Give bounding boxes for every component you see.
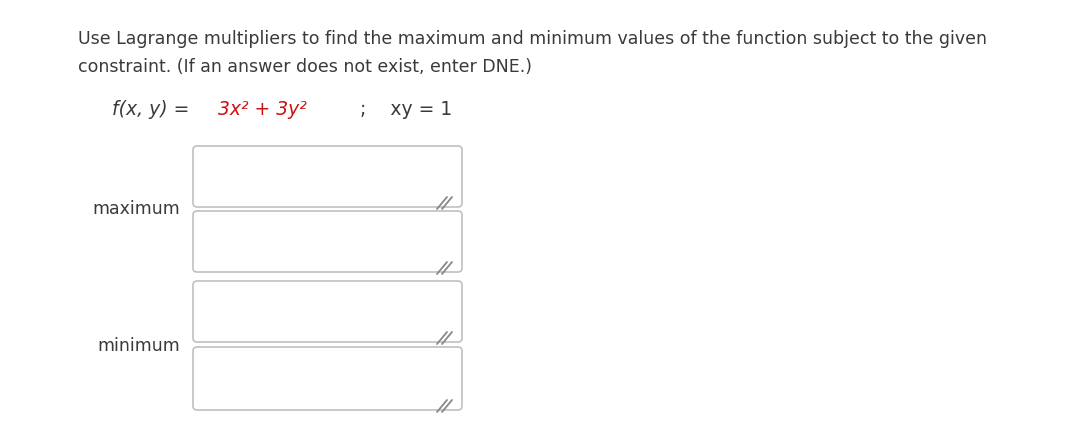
FancyBboxPatch shape — [193, 281, 462, 342]
FancyBboxPatch shape — [193, 347, 462, 410]
Text: constraint. (If an answer does not exist, enter DNE.): constraint. (If an answer does not exist… — [78, 58, 532, 76]
FancyBboxPatch shape — [193, 146, 462, 207]
Text: Use Lagrange multipliers to find the maximum and minimum values of the function : Use Lagrange multipliers to find the max… — [78, 30, 987, 48]
Text: 3x² + 3y²: 3x² + 3y² — [218, 100, 307, 119]
FancyBboxPatch shape — [193, 211, 462, 272]
Text: maximum: maximum — [92, 200, 180, 218]
Text: minimum: minimum — [97, 337, 180, 354]
Text: f(x, y) =: f(x, y) = — [112, 100, 195, 119]
Text: ;    xy = 1: ; xy = 1 — [360, 100, 453, 119]
